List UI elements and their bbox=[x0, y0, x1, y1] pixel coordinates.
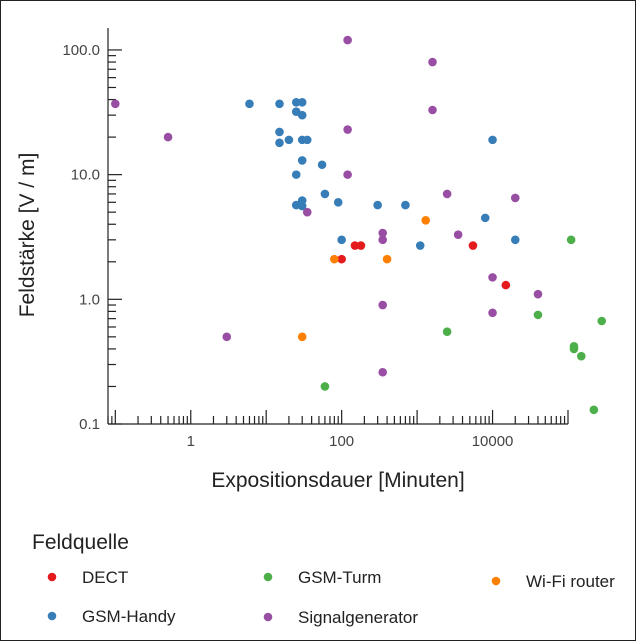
data-point bbox=[510, 235, 520, 245]
data-point bbox=[488, 308, 497, 318]
data-point bbox=[343, 125, 352, 134]
data-point bbox=[501, 280, 511, 290]
data-point bbox=[378, 228, 388, 238]
data-point bbox=[320, 189, 330, 199]
legend-label-gsm-turm: GSM-Turm bbox=[298, 568, 381, 587]
data-point bbox=[297, 98, 307, 107]
data-point bbox=[163, 132, 173, 142]
series-gsm-handy bbox=[245, 98, 520, 250]
legend: Feldquelle DECT GSM-Turm Wi-Fi router GSM-H… bbox=[32, 531, 615, 627]
data-point bbox=[297, 110, 307, 120]
data-point bbox=[442, 189, 452, 199]
data-point bbox=[589, 405, 599, 415]
data-point bbox=[320, 382, 330, 391]
legend-label-signalgenerator: Signalgenerator bbox=[298, 608, 418, 627]
data-point bbox=[284, 135, 294, 145]
data-point bbox=[343, 170, 352, 179]
series-signalgenerator bbox=[111, 35, 543, 377]
legend-title: Feldquelle bbox=[32, 531, 129, 554]
data-point bbox=[245, 99, 254, 109]
x-axis-title: Expositionsdauer [Minuten] bbox=[211, 469, 464, 492]
data-point bbox=[330, 254, 339, 264]
x-tick-label: 100 bbox=[329, 433, 354, 450]
data-point bbox=[378, 300, 388, 310]
data-point bbox=[468, 241, 478, 250]
data-point bbox=[533, 310, 543, 320]
data-point bbox=[297, 201, 307, 211]
legend-label-gsm-handy: GSM-Handy bbox=[82, 607, 176, 626]
data-point bbox=[421, 216, 431, 225]
data-point bbox=[337, 235, 346, 245]
data-point bbox=[337, 254, 346, 264]
data-point bbox=[569, 344, 579, 354]
y-axis-title: Feldstärke [V / m] bbox=[16, 153, 39, 318]
data-point bbox=[333, 197, 343, 207]
data-point bbox=[275, 99, 284, 109]
data-point bbox=[378, 235, 388, 245]
y-tick-label: 10.0 bbox=[71, 167, 100, 184]
data-point bbox=[111, 99, 120, 109]
data-point bbox=[297, 332, 307, 342]
legend-label-wi-fi-router: Wi-Fi router bbox=[526, 572, 615, 591]
data-point bbox=[576, 351, 586, 361]
x-tick-label: 10000 bbox=[472, 433, 514, 450]
data-point bbox=[442, 327, 452, 336]
data-point bbox=[428, 105, 437, 115]
data-point bbox=[597, 316, 607, 326]
series-dect bbox=[337, 241, 511, 290]
data-point bbox=[488, 135, 497, 145]
data-points bbox=[111, 35, 607, 415]
data-point bbox=[533, 289, 543, 299]
data-point bbox=[415, 241, 425, 250]
y-tick-label: 0.1 bbox=[79, 416, 100, 433]
data-point bbox=[428, 57, 437, 67]
legend-key-wi-fi-router bbox=[491, 576, 501, 586]
data-point bbox=[566, 235, 576, 245]
data-point bbox=[343, 35, 352, 45]
legend-key-gsm-turm bbox=[263, 572, 273, 582]
data-point bbox=[510, 193, 520, 203]
data-point bbox=[401, 200, 410, 210]
data-point bbox=[317, 160, 327, 170]
data-point bbox=[350, 241, 360, 250]
y-tick-label: 1.0 bbox=[79, 291, 100, 308]
data-point bbox=[302, 135, 312, 145]
legend-key-dect bbox=[47, 572, 57, 582]
data-point bbox=[378, 367, 388, 377]
data-point bbox=[297, 156, 307, 165]
data-point bbox=[356, 241, 366, 250]
legend-key-gsm-handy bbox=[47, 611, 57, 621]
legend-key-signalgenerator bbox=[263, 612, 273, 622]
series-gsm-turm bbox=[320, 235, 607, 415]
data-point bbox=[382, 254, 392, 264]
data-point bbox=[453, 230, 463, 239]
data-point bbox=[373, 200, 382, 210]
data-point bbox=[222, 332, 232, 342]
data-point bbox=[488, 273, 497, 282]
data-point bbox=[302, 207, 312, 217]
y-tick-label: 100.0 bbox=[62, 42, 100, 59]
data-point bbox=[275, 138, 284, 148]
data-point bbox=[291, 170, 301, 179]
legend-label-dect: DECT bbox=[82, 568, 128, 587]
data-point bbox=[291, 98, 301, 107]
data-point bbox=[275, 127, 284, 137]
x-tick-label: 1 bbox=[187, 433, 195, 450]
axes: 1 100 10000 0.1 1.0 10.0 100.0 bbox=[62, 28, 569, 450]
series-wi-fi-router bbox=[297, 216, 431, 342]
data-point bbox=[480, 213, 490, 223]
